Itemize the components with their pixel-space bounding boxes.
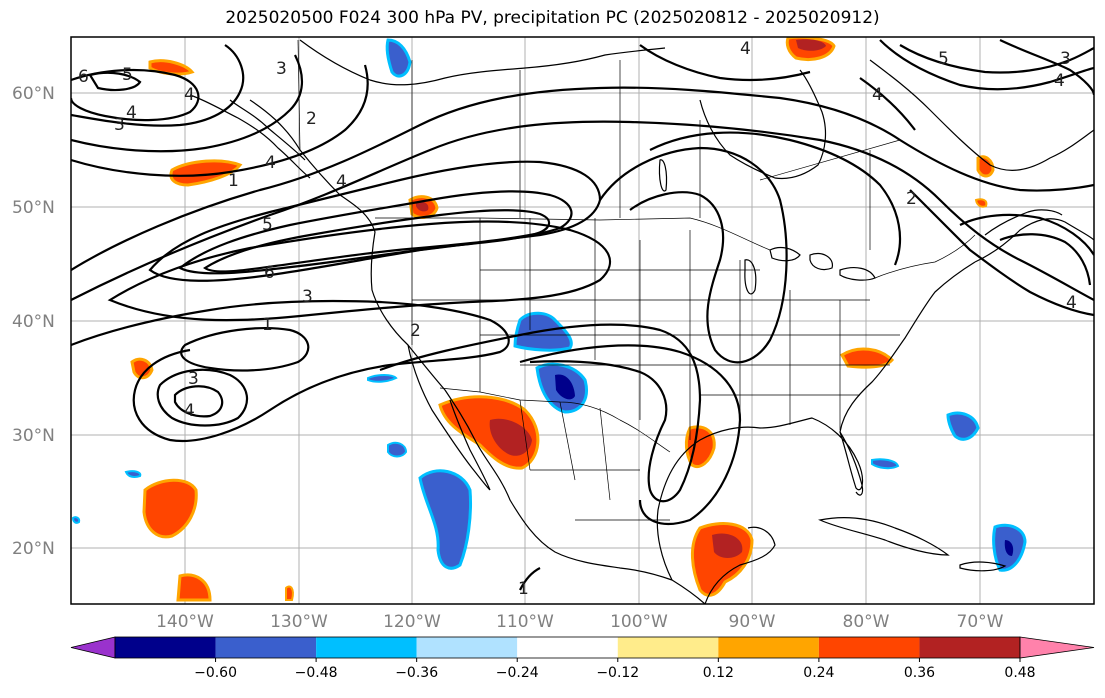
colorbar-tick-label: −0.60: [194, 665, 237, 681]
colorbar-extend-high: [1019, 636, 1095, 659]
colorbar-segment: [316, 637, 417, 658]
lon-label: 110°W: [496, 612, 554, 632]
pv-contours: [71, 39, 1094, 591]
colorbar-tick-label: 0.24: [803, 665, 834, 681]
lat-label: 30°N: [12, 426, 55, 446]
precip-shading: [71, 37, 1027, 602]
colorbar-frame: [114, 636, 1021, 659]
lon-label: 100°W: [610, 612, 668, 632]
contour-label: 3: [302, 287, 313, 307]
colorbar-segment: [718, 637, 819, 658]
colorbar-tick-label: 0.36: [904, 665, 935, 681]
contour-label: 5: [122, 65, 133, 85]
colorbar: −0.60 −0.48 −0.36 −0.24 −0.12 0.12 0.24 0.36 0.4…: [70, 636, 1105, 681]
contour-label: 4: [126, 103, 137, 123]
contour-label: 6: [78, 67, 89, 87]
contour-labels: 5 4 3 6 3 2 4 1 4 5 6 3 1 2 3 4 4 4 5 3 …: [78, 39, 1077, 599]
colorbar-tick-label: 0.48: [1004, 665, 1035, 681]
lat-label: 20°N: [12, 539, 55, 559]
lon-label: 120°W: [383, 612, 441, 632]
colorbar-segment: [115, 637, 216, 658]
contour-label: 4: [265, 153, 276, 173]
contour-label: 2: [306, 109, 317, 129]
colorbar-tick-label: −0.36: [395, 665, 438, 681]
contour-label: 4: [184, 85, 195, 105]
contour-label: 3: [188, 369, 199, 389]
lon-label: 130°W: [270, 612, 328, 632]
colorbar-tick-label: −0.12: [596, 665, 639, 681]
colorbar-segment: [517, 637, 618, 658]
contour-label: 4: [1066, 293, 1077, 313]
coastlines: [189, 39, 1094, 604]
contour-label: 1: [518, 579, 529, 599]
lon-label: 70°W: [957, 612, 1004, 632]
lon-label: 80°W: [843, 612, 890, 632]
lon-label: 140°W: [156, 612, 214, 632]
contour-label: 4: [1054, 71, 1065, 91]
map-frame: [70, 36, 1095, 605]
colorbar-extend-low: [70, 636, 116, 659]
contour-label: 4: [740, 39, 751, 59]
map-title: 2025020500 F024 300 hPa PV, precipitatio…: [225, 8, 880, 28]
lat-label: 40°N: [12, 312, 55, 332]
contour-label: 3: [114, 115, 125, 135]
colorbar-segment: [416, 637, 518, 658]
contour-label: 5: [938, 49, 949, 69]
political-borders: [297, 39, 976, 521]
latitude-labels: 60°N 50°N 40°N 30°N 20°N: [12, 84, 55, 559]
lon-label: 90°W: [729, 612, 776, 632]
colorbar-tick-label: −0.48: [295, 665, 338, 681]
lat-label: 60°N: [12, 84, 55, 104]
graticule: [71, 37, 1094, 604]
colorbar-segment: [818, 637, 920, 658]
colorbar-segment: [617, 637, 719, 658]
contour-label: 1: [228, 171, 239, 191]
contour-label: 2: [906, 189, 917, 209]
contour-label: 5: [262, 215, 273, 235]
lat-label: 50°N: [12, 198, 55, 218]
colorbar-tick-label: −0.24: [496, 665, 539, 681]
colorbar-tick-label: 0.12: [703, 665, 734, 681]
contour-label: 6: [264, 263, 275, 283]
longitude-labels: 140°W 130°W 120°W 110°W 100°W 90°W 80°W …: [156, 612, 1004, 632]
contour-label: 4: [336, 172, 347, 192]
colorbar-segment: [215, 637, 317, 658]
contour-label: 4: [872, 85, 883, 105]
colorbar-segment: [919, 637, 1020, 658]
contour-label: 2: [410, 321, 421, 341]
contour-label: 1: [262, 315, 273, 335]
contour-label: 4: [184, 401, 195, 421]
contour-label: 3: [1060, 49, 1071, 69]
contour-label: 3: [276, 59, 287, 79]
